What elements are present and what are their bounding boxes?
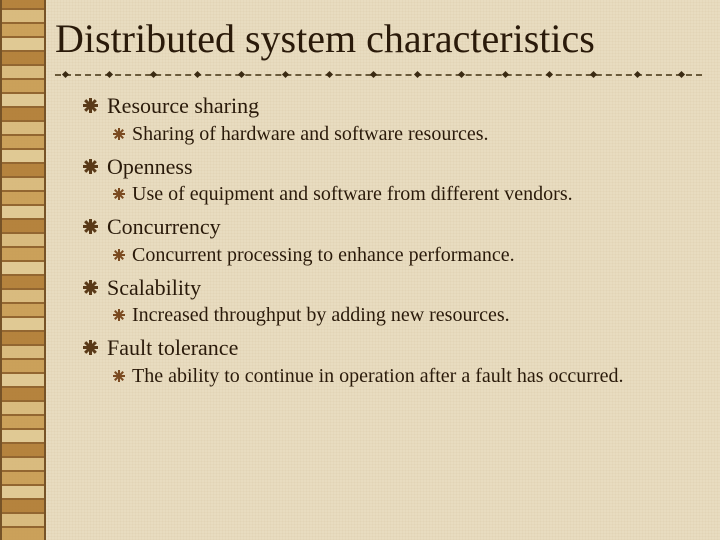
list-subitem-label: Increased throughput by adding new resou… <box>132 303 702 328</box>
list-subitem: Increased throughput by adding new resou… <box>113 303 702 328</box>
asterisk-icon <box>113 370 125 382</box>
asterisk-icon <box>83 219 99 235</box>
side-ornament <box>0 0 46 540</box>
list-subitem-label: Concurrent processing to enhance perform… <box>132 243 702 268</box>
list-item-label: Scalability <box>107 274 702 302</box>
list-item-label: Fault tolerance <box>107 334 702 362</box>
list-subitem-label: The ability to continue in operation aft… <box>132 364 702 389</box>
asterisk-icon <box>113 249 125 261</box>
list-item: Scalability <box>83 274 702 302</box>
asterisk-icon <box>83 159 99 175</box>
list-subitem: Sharing of hardware and software resourc… <box>113 122 702 147</box>
asterisk-icon <box>113 309 125 321</box>
list-subitem-label: Sharing of hardware and software resourc… <box>132 122 702 147</box>
list-subitem-label: Use of equipment and software from diffe… <box>132 182 702 207</box>
asterisk-icon <box>113 128 125 140</box>
list-item: Openness <box>83 153 702 181</box>
list-subitem: The ability to continue in operation aft… <box>113 364 702 389</box>
list-subitem: Use of equipment and software from diffe… <box>113 182 702 207</box>
list-item: Concurrency <box>83 213 702 241</box>
list-item-label: Openness <box>107 153 702 181</box>
list-item-label: Concurrency <box>107 213 702 241</box>
slide-body: Distributed system characteristics Resou… <box>55 18 702 395</box>
asterisk-icon <box>83 280 99 296</box>
list-item: Fault tolerance <box>83 334 702 362</box>
list-subitem: Concurrent processing to enhance perform… <box>113 243 702 268</box>
asterisk-icon <box>83 340 99 356</box>
asterisk-icon <box>83 98 99 114</box>
divider-dots <box>55 71 702 79</box>
slide-title: Distributed system characteristics <box>55 18 702 60</box>
list-item-label: Resource sharing <box>107 92 702 120</box>
title-divider <box>55 72 702 78</box>
list-item: Resource sharing <box>83 92 702 120</box>
asterisk-icon <box>113 188 125 200</box>
content-list: Resource sharing Sharing of hardware and… <box>55 92 702 389</box>
